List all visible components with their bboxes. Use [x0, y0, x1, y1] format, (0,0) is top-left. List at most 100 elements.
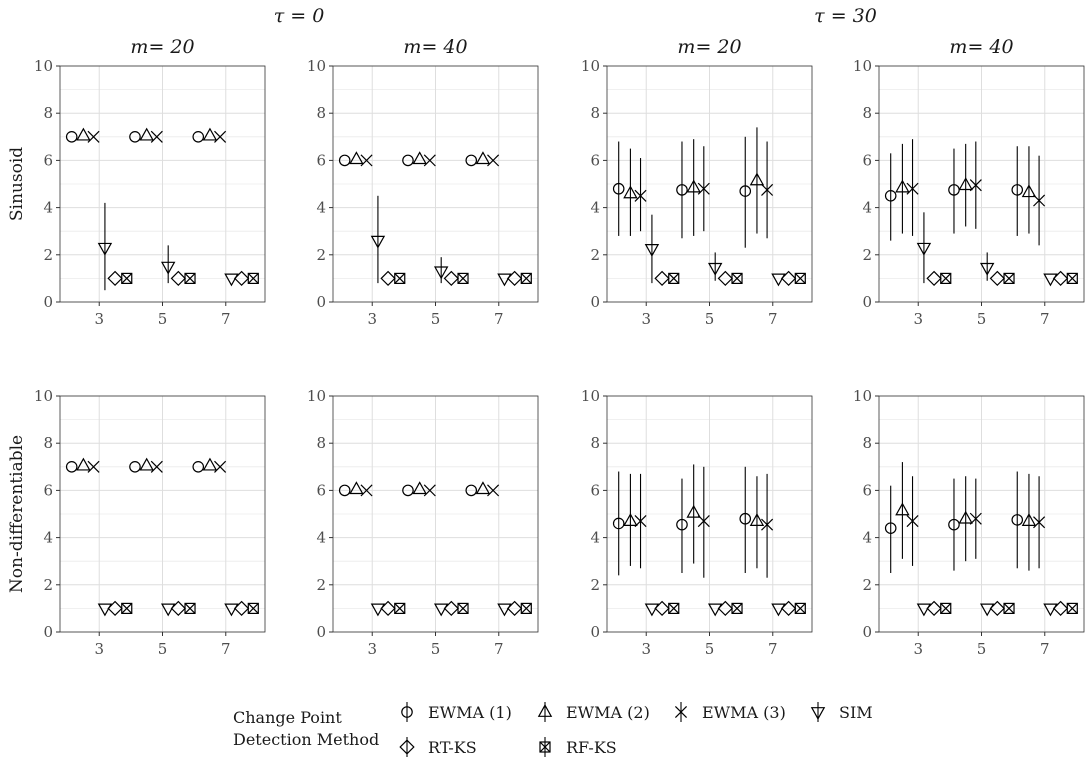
data-point-boxed-x	[794, 272, 806, 284]
data-point-triangle	[139, 127, 154, 141]
data-point-down-triangle	[771, 603, 786, 617]
x-tick-label: 7	[221, 640, 231, 658]
data-point-triangle	[76, 127, 91, 141]
y-tick-label: 8	[862, 104, 872, 122]
data-point-diamond	[380, 600, 396, 617]
legend-item: SIM	[810, 702, 873, 722]
data-point-boxed-x	[1066, 602, 1078, 615]
row-label: Non-differentiable	[7, 435, 27, 593]
legend-label: EWMA (3)	[702, 703, 786, 722]
panel: 0 2 4 6 8 10 3 5 7	[581, 57, 813, 328]
y-tick-label: 10	[581, 387, 600, 405]
panel: 0 2 4 6 8 10 3 5 7	[853, 387, 1085, 658]
y-tick-label: 2	[43, 246, 53, 264]
data-point-boxed-x	[184, 602, 196, 615]
data-point-x	[697, 515, 710, 528]
data-point-circle	[192, 460, 205, 473]
data-point-x	[360, 154, 373, 167]
data-point-x	[761, 183, 774, 196]
y-tick-label: 0	[316, 623, 326, 641]
tau-header: τ = 0	[274, 5, 325, 27]
y-tick-label: 2	[316, 576, 326, 594]
data-point-down-triangle	[224, 273, 239, 287]
data-point-down-triangle	[497, 603, 512, 617]
x-tick-label: 5	[705, 310, 715, 328]
data-point-boxed-x	[731, 602, 743, 615]
panel-border	[332, 65, 539, 303]
y-tick-label: 4	[316, 199, 326, 217]
panel-border	[59, 395, 266, 633]
y-tick-label: 4	[316, 529, 326, 547]
y-tick-label: 0	[590, 293, 600, 311]
y-tick-label: 4	[43, 199, 53, 217]
data-point-circle	[1011, 184, 1024, 196]
data-point-triangle	[623, 513, 638, 526]
y-tick-label: 8	[43, 104, 53, 122]
m-header: m= 40	[403, 36, 467, 58]
data-point-diamond	[926, 600, 942, 617]
down-triangle-icon	[810, 707, 826, 721]
y-tick-label: 10	[307, 57, 326, 75]
data-point-down-triangle	[707, 262, 723, 276]
data-point-x	[969, 512, 982, 525]
data-point-diamond	[506, 270, 523, 287]
data-point-circle	[739, 512, 752, 525]
data-point-x	[150, 130, 163, 143]
panel-border	[878, 395, 1085, 633]
data-point-circle	[1011, 514, 1024, 526]
data-point-triangle	[139, 457, 154, 471]
data-point-boxed-x	[457, 272, 469, 284]
data-point-triangle	[1021, 513, 1037, 526]
y-tick-label: 6	[43, 151, 53, 169]
triangle-icon	[537, 703, 553, 717]
legend-label: RF-KS	[566, 738, 617, 757]
data-point-down-triangle	[979, 262, 995, 276]
data-point-triangle	[349, 481, 364, 495]
x-tick-label: 3	[367, 640, 377, 658]
y-tick-label: 0	[43, 293, 53, 311]
data-point-down-triangle	[370, 235, 386, 249]
y-tick-label: 6	[316, 481, 326, 499]
y-tick-label: 2	[316, 246, 326, 264]
data-point-down-triangle	[916, 603, 932, 617]
data-point-diamond	[780, 600, 797, 617]
data-point-triangle	[202, 457, 218, 471]
diamond-icon	[399, 739, 415, 755]
x-tick-label: 7	[221, 310, 231, 328]
data-point-circle	[192, 131, 205, 143]
data-point-diamond	[654, 270, 670, 287]
x-tick-label: 5	[977, 640, 987, 658]
panel-border	[59, 65, 266, 303]
x-icon	[674, 705, 688, 719]
panel: 0 2 4 6 8 10 3 5 7	[853, 57, 1085, 328]
y-tick-label: 0	[316, 293, 326, 311]
x-tick-label: 7	[768, 310, 778, 328]
data-point-boxed-x	[184, 272, 196, 284]
y-tick-label: 4	[862, 199, 872, 217]
x-tick-label: 5	[158, 640, 168, 658]
data-point-boxed-x	[394, 602, 406, 615]
y-tick-label: 6	[43, 481, 53, 499]
x-tick-label: 7	[494, 640, 504, 658]
data-point-boxed-x	[247, 602, 259, 615]
data-point-circle	[65, 460, 78, 473]
data-point-x	[87, 130, 100, 143]
x-tick-label: 7	[1040, 640, 1050, 658]
data-point-down-triangle	[433, 603, 449, 617]
m-header: m= 40	[949, 36, 1013, 58]
data-point-x	[487, 484, 500, 497]
data-point-diamond	[654, 600, 670, 617]
x-tick-label: 3	[94, 640, 104, 658]
data-point-triangle	[76, 457, 91, 471]
data-point-diamond	[107, 270, 123, 287]
data-point-down-triangle	[707, 603, 723, 617]
data-point-circle	[129, 460, 141, 473]
y-tick-label: 4	[43, 529, 53, 547]
y-tick-label: 10	[34, 57, 53, 75]
data-point-triangle	[623, 185, 638, 199]
panel: 0 2 4 6 8 10 3 5 7	[581, 387, 813, 658]
data-point-x	[360, 484, 373, 497]
data-point-diamond	[926, 270, 942, 287]
panel-border	[332, 395, 539, 633]
data-point-boxed-x	[731, 272, 743, 284]
